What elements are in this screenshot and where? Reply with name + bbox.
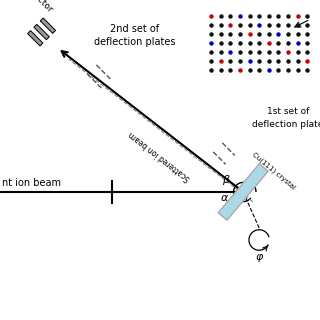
Text: Scattered ion beam: Scattered ion beam <box>127 130 193 183</box>
Polygon shape <box>34 24 49 40</box>
Polygon shape <box>28 31 43 46</box>
Text: Detector: Detector <box>20 0 54 14</box>
Text: β: β <box>222 175 229 185</box>
Text: α: α <box>220 193 228 204</box>
Text: φ: φ <box>255 252 263 262</box>
Text: deflection plates: deflection plates <box>94 36 175 47</box>
Polygon shape <box>218 164 268 220</box>
Text: deflection plate: deflection plate <box>252 120 320 129</box>
Text: 2nd set of: 2nd set of <box>110 24 159 34</box>
Text: 1st set of: 1st set of <box>267 108 309 116</box>
Text: Cu(111) crystal: Cu(111) crystal <box>251 151 297 190</box>
Text: nt ion beam: nt ion beam <box>2 178 60 188</box>
Polygon shape <box>40 18 56 33</box>
